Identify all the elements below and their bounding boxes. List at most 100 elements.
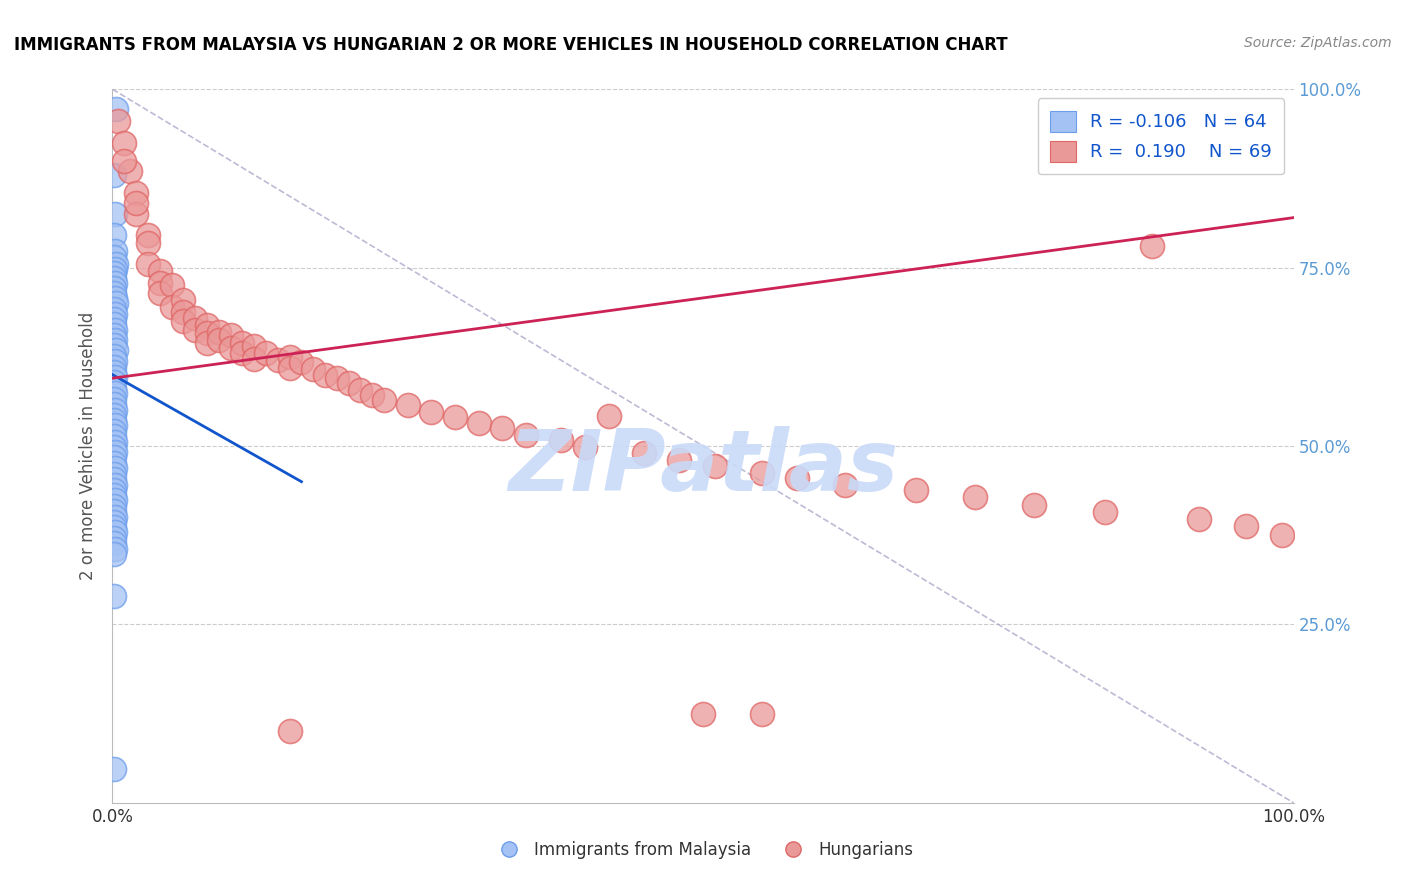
Point [104,323,127,337]
Point [1022,498,1045,512]
Point [120,164,142,178]
Point [1188,512,1211,526]
Point [103,456,125,470]
Point [104,277,127,291]
Point [195,326,218,341]
Point [254,346,277,360]
Point [278,360,301,375]
Point [103,301,125,316]
Point [491,421,513,435]
Point [420,405,443,419]
Point [103,450,125,465]
Point [103,317,125,331]
Point [103,424,125,438]
Point [103,266,125,280]
Point [104,354,127,368]
Point [231,335,253,350]
Point [104,207,127,221]
Point [314,368,336,382]
Point [103,536,125,550]
Point [104,493,127,508]
Point [208,325,231,339]
Point [361,387,384,401]
Point [515,428,537,442]
Point [267,353,290,368]
Point [112,136,135,150]
Point [243,339,266,353]
Point [105,343,128,358]
Point [172,314,194,328]
Point [103,515,125,529]
Point [103,285,125,300]
Point [104,541,127,556]
Point [103,547,125,561]
Point [219,341,242,355]
Point [160,278,183,293]
Point [184,310,207,325]
Point [195,335,218,350]
Point [104,477,127,491]
Point [103,483,125,497]
Point [103,312,125,326]
Point [278,724,301,739]
Point [751,466,773,480]
Point [598,409,620,423]
Point [633,446,655,460]
Point [104,402,127,417]
Point [104,244,127,259]
Point [103,397,125,411]
Point [103,271,125,285]
Point [104,525,127,540]
Point [219,328,242,343]
Point [107,114,129,128]
Legend: Immigrants from Malaysia, Hungarians: Immigrants from Malaysia, Hungarians [486,835,920,866]
Point [103,504,125,518]
Point [104,307,127,321]
Point [104,291,127,305]
Point [103,381,125,395]
Point [112,153,135,168]
Text: ZIPatlas: ZIPatlas [508,425,898,509]
Point [444,410,467,425]
Point [834,478,856,492]
Point [149,277,172,291]
Point [136,257,159,271]
Point [963,491,986,505]
Point [103,349,125,363]
Point [574,441,596,455]
Point [103,762,125,776]
Point [103,338,125,352]
Point [103,467,125,481]
Point [103,429,125,443]
Point [302,362,325,376]
Point [231,346,253,360]
Point [1234,519,1257,533]
Point [103,488,125,502]
Point [136,235,159,250]
Point [105,296,128,310]
Point [103,327,125,342]
Point [103,408,125,422]
Point [125,207,148,221]
Point [149,285,172,300]
Point [103,376,125,390]
Point [103,520,125,534]
Point [125,196,148,211]
Point [104,334,127,348]
Point [103,589,125,603]
Point [337,376,360,391]
Point [103,472,125,486]
Point [208,334,231,348]
Point [103,440,125,454]
Point [1140,239,1163,253]
Point [373,392,395,407]
Point [172,305,194,319]
Point [692,706,714,721]
Point [103,168,125,182]
Point [290,355,312,369]
Point [103,359,125,374]
Point [104,262,127,277]
Point [104,386,127,401]
Point [103,413,125,427]
Point [149,264,172,278]
